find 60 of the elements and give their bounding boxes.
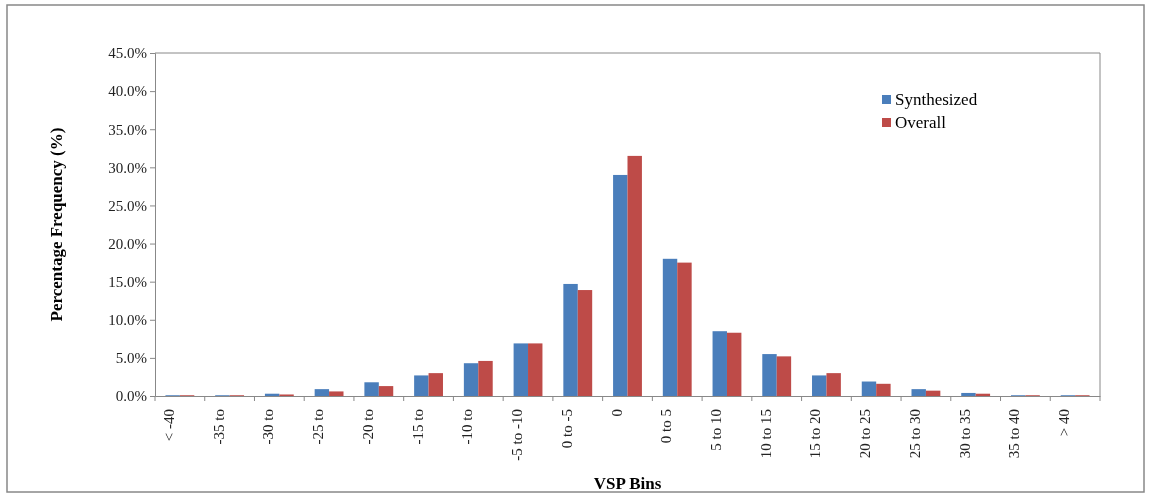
- bar: [577, 290, 593, 396]
- y-tick-label: 35.0%: [108, 121, 147, 138]
- bar: [776, 356, 792, 396]
- x-tick-label: -15 to: [409, 409, 426, 445]
- x-tick-label: -10 to: [459, 409, 476, 445]
- x-tick-label: 5 to 10: [707, 409, 724, 451]
- y-axis-title: Percentage Frequency (%): [47, 127, 66, 322]
- x-tick-label: 0 to 5: [658, 409, 675, 444]
- bar: [826, 373, 841, 396]
- y-tick-label: 0.0%: [115, 388, 147, 405]
- x-tick-label: 0: [608, 409, 625, 417]
- bar: [677, 262, 692, 396]
- bar: [961, 392, 976, 396]
- bar: [812, 375, 827, 396]
- x-tick-label: < -40: [160, 409, 177, 442]
- bar: [925, 390, 941, 396]
- y-tick-label: 20.0%: [108, 235, 147, 252]
- bar: [329, 391, 344, 396]
- bar: [528, 343, 543, 396]
- x-tick-label: 15 to 20: [807, 409, 824, 459]
- y-tick-label: 30.0%: [108, 159, 147, 176]
- y-tick-label: 10.0%: [108, 312, 147, 329]
- bar: [314, 389, 330, 396]
- bar: [726, 332, 742, 396]
- bar: [712, 331, 727, 396]
- x-tick-label: -30 to: [260, 409, 277, 445]
- y-tick-label: 45.0%: [108, 45, 147, 62]
- bar: [378, 386, 394, 396]
- bar: [662, 258, 678, 396]
- x-tick-label: -25 to: [310, 409, 327, 445]
- legend-label: Overall: [895, 113, 947, 132]
- x-tick-label: 10 to 15: [757, 409, 774, 459]
- bar: [463, 363, 479, 396]
- bar: [364, 382, 379, 396]
- x-tick-label: 35 to 40: [1006, 409, 1023, 459]
- bar: [762, 354, 777, 396]
- bar: [613, 174, 628, 396]
- x-tick-label: 30 to 35: [956, 409, 973, 459]
- x-tick-label: -35 to: [210, 409, 227, 445]
- bar: [876, 383, 891, 396]
- y-tick-label: 5.0%: [115, 350, 147, 367]
- legend-label: Synthesized: [895, 90, 978, 109]
- x-tick-label: -5 to -10: [509, 409, 526, 461]
- bar: [428, 373, 443, 396]
- bar: [861, 381, 877, 396]
- bar: [563, 283, 578, 396]
- bar: [911, 389, 926, 396]
- y-tick-label: 40.0%: [108, 83, 147, 100]
- y-tick-label: 25.0%: [108, 197, 147, 214]
- x-tick-label: -20 to: [359, 409, 376, 445]
- x-tick-label: > 40: [1056, 409, 1073, 437]
- x-axis-title: VSP Bins: [593, 474, 662, 493]
- bar: [478, 360, 493, 396]
- bar: [414, 375, 429, 396]
- bar: [627, 155, 642, 396]
- y-tick-label: 15.0%: [108, 273, 147, 290]
- x-tick-label: 20 to 25: [857, 409, 874, 459]
- bar: [513, 343, 529, 396]
- x-tick-label: 25 to 30: [906, 409, 923, 459]
- x-tick-label: 0 to -5: [558, 409, 575, 449]
